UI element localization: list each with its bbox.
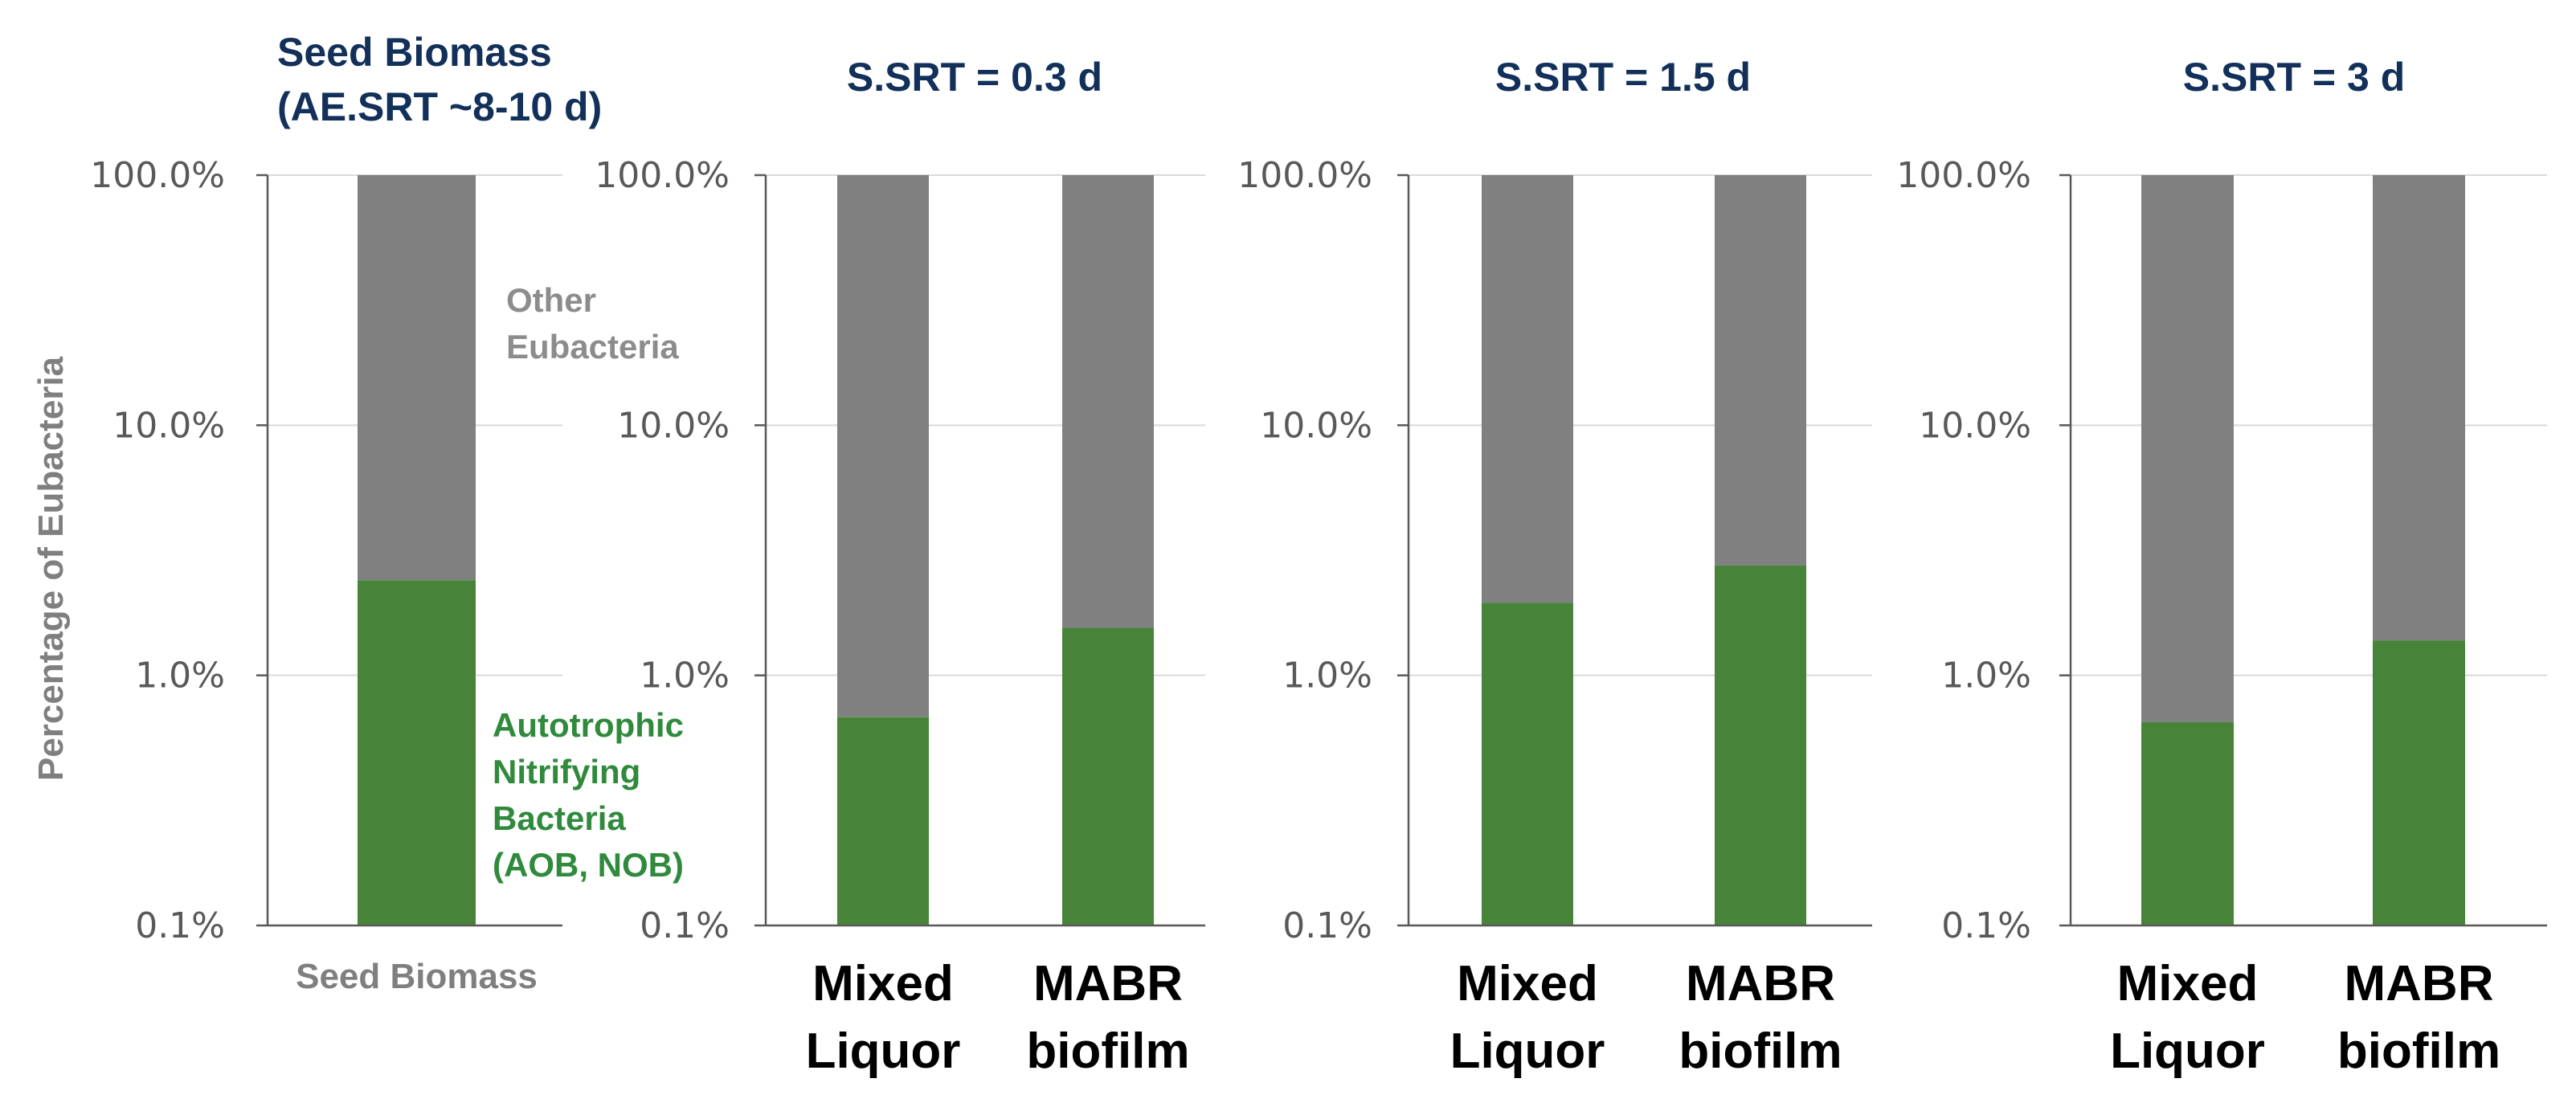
bar-autotrophic-bacteria — [358, 580, 476, 925]
category-label: MABR — [1686, 956, 1835, 1011]
bar-other-eubacteria — [358, 175, 476, 581]
bar-other-eubacteria — [1482, 175, 1573, 603]
y-tick-label: 100.0% — [595, 155, 730, 196]
annotation-line: Other — [506, 281, 596, 319]
category-label: Mixed — [1457, 956, 1598, 1011]
y-tick-label: 0.1% — [135, 905, 225, 946]
y-tick-label: 100.0% — [1896, 155, 2031, 196]
annotation-line: Eubacteria — [506, 328, 679, 366]
category-label: biofilm — [2337, 1023, 2500, 1079]
bar-other-eubacteria — [837, 175, 929, 717]
bar-autotrophic-bacteria — [2141, 721, 2234, 925]
chart-panels: Seed Biomass 0.1% 1.0% 10.0% 100.0% Seed Biom… — [90, 30, 2547, 1079]
y-tick-label: 1.0% — [1941, 656, 2031, 697]
y-tick-label: 100.0% — [1237, 155, 1372, 196]
category-label: MABR — [1033, 956, 1183, 1011]
chart-title: S.SRT = 3 d — [2183, 55, 2405, 100]
bar-autotrophic-bacteria — [1482, 603, 1573, 925]
category-label: Liquor — [2110, 1023, 2265, 1079]
y-tick-label: 0.1% — [1282, 905, 1372, 946]
y-tick-label: 1.0% — [135, 656, 225, 697]
category-label: Mixed — [2117, 956, 2259, 1011]
category-label: MABR — [2345, 956, 2494, 1011]
bar-other-eubacteria — [2141, 175, 2234, 722]
annotation-other-eubacteria: Other Eubacteria — [506, 281, 679, 366]
chart-title: Seed Biomass — [277, 30, 552, 75]
bar-autotrophic-bacteria — [1062, 627, 1154, 925]
category-label: Liquor — [806, 1023, 961, 1079]
category-label: biofilm — [1678, 1023, 1842, 1079]
bar-autotrophic-bacteria — [1715, 565, 1806, 925]
bar-other-eubacteria — [1715, 175, 1806, 566]
annotation-line: (AOB, NOB) — [493, 846, 684, 884]
annotation-autotrophic-nitrifying-bacteria: Autotrophic Nitrifying Bacteria (AOB, NOB) — [493, 706, 684, 884]
chart-title: S.SRT = 0.3 d — [847, 55, 1102, 100]
bar-other-eubacteria — [2373, 175, 2465, 641]
chart-panel-1: Seed Biomass 0.1% 1.0% 10.0% 100.0% Seed Biom… — [90, 30, 602, 996]
category-label: Liquor — [1450, 1023, 1605, 1079]
bar-autotrophic-bacteria — [2373, 640, 2465, 925]
y-tick-label: 10.0% — [617, 405, 730, 446]
category-label: biofilm — [1026, 1023, 1189, 1079]
annotation-line: Nitrifying — [493, 753, 640, 791]
annotation-line: Autotrophic — [493, 706, 684, 744]
y-tick-label: 0.1% — [640, 905, 730, 946]
chart-title: S.SRT = 1.5 d — [1495, 55, 1751, 100]
bar-other-eubacteria — [1062, 175, 1154, 628]
y-tick-label: 10.0% — [1260, 405, 1372, 446]
category-label: Mixed — [812, 956, 954, 1011]
category-label: Seed Biomass — [296, 957, 538, 996]
chart-panel-2: Mixed Liquor MABR biofilm 0.1% 1.0% 10.0% 100.0… — [595, 55, 1205, 1079]
chart-title: (AE.SRT ~8-10 d) — [277, 84, 602, 129]
y-axis-label: Percentage of Eubacteria — [31, 356, 71, 781]
y-tick-label: 10.0% — [1919, 405, 2031, 446]
annotation-line: Bacteria — [493, 799, 626, 837]
y-tick-label: 1.0% — [640, 656, 730, 697]
y-tick-label: 10.0% — [112, 405, 225, 446]
chart-panel-4: Mixed Liquor MABR biofilm 0.1% 1.0% 10.0% 100.0… — [1896, 55, 2547, 1079]
y-tick-label: 0.1% — [1941, 905, 2031, 946]
y-tick-label: 1.0% — [1282, 656, 1372, 697]
bar-autotrophic-bacteria — [837, 717, 929, 925]
chart-panel-3: Mixed Liquor MABR biofilm 0.1% 1.0% 10.0% 100.0… — [1237, 55, 1872, 1079]
y-tick-label: 100.0% — [90, 155, 225, 196]
